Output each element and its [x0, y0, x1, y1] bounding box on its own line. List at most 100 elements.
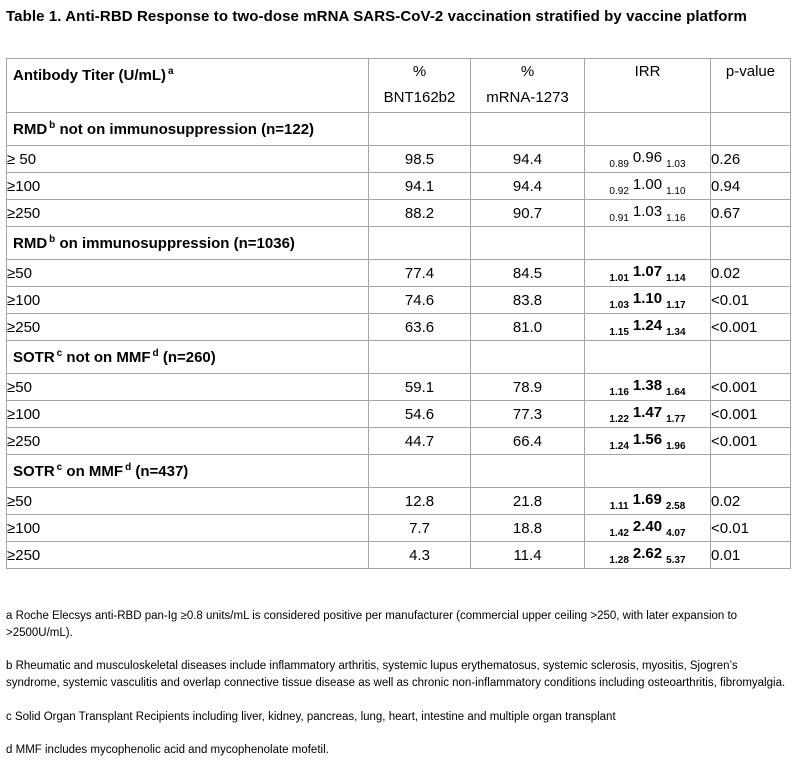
cell-pct-mrna1273: 90.7 [470, 199, 585, 227]
cell-irr: 1.01 1.07 1.14 [584, 259, 711, 287]
cell-pct-mrna1273: 94.4 [470, 172, 585, 200]
irr-upper-bound: 1.14 [666, 273, 686, 284]
cell-antibody-titer: ≥ 50 [6, 145, 369, 173]
empty-cell [368, 112, 471, 146]
cell-pvalue: <0.001 [710, 427, 791, 455]
cell-irr: 0.91 1.03 1.16 [584, 199, 711, 227]
empty-cell [710, 226, 791, 260]
footnote-marker: b [49, 234, 56, 245]
group-label-text: on MMF [62, 463, 124, 480]
cell-pct-mrna1273: 11.4 [470, 541, 585, 569]
cell-irr: 1.15 1.24 1.34 [584, 313, 711, 341]
cell-pct-bnt162b2: 94.1 [368, 172, 471, 200]
irr-lower-bound: 1.16 [609, 387, 629, 398]
table-row: ≥100 94.1 94.4 0.92 1.00 1.10 0.94 [6, 172, 791, 200]
cell-antibody-titer: ≥250 [6, 313, 369, 341]
irr-upper-bound: 1.96 [666, 441, 686, 452]
col-irr-header: IRR [584, 58, 711, 113]
cell-pct-mrna1273: 78.9 [470, 373, 585, 401]
irr-estimate: 1.00 [632, 176, 663, 193]
irr-upper-bound: 1.10 [666, 186, 686, 197]
col-pct-bnt162b2-header: % BNT162b2 [368, 58, 471, 113]
antibody-titer-header-label: Antibody Titer (U/mL) [13, 67, 167, 84]
cell-irr: 1.11 1.69 2.58 [584, 487, 711, 515]
cell-irr: 1.28 2.62 5.37 [584, 541, 711, 569]
irr-upper-bound: 1.64 [666, 387, 686, 398]
irr-lower-bound: 1.22 [609, 414, 629, 425]
cell-pvalue: 0.02 [710, 259, 791, 287]
irr-estimate: 1.69 [632, 491, 662, 508]
irr-upper-bound: 1.03 [666, 159, 686, 170]
empty-cell [470, 340, 585, 374]
irr-lower-bound: 1.01 [609, 273, 629, 284]
cell-pct-bnt162b2: 63.6 [368, 313, 471, 341]
group-label-text: (n=437) [131, 463, 189, 480]
cell-pvalue: <0.01 [710, 514, 791, 542]
empty-cell [710, 454, 791, 488]
empty-cell [584, 340, 711, 374]
cell-antibody-titer: ≥100 [6, 400, 369, 428]
footnote-c: c Solid Organ Transplant Recipients incl… [6, 709, 792, 726]
irr-estimate: 1.03 [632, 203, 663, 220]
irr-upper-bound: 1.77 [666, 414, 686, 425]
cell-pct-mrna1273: 21.8 [470, 487, 585, 515]
cell-pvalue: 0.67 [710, 199, 791, 227]
irr-estimate: 2.40 [632, 518, 663, 535]
table-row: ≥50 59.1 78.9 1.16 1.38 1.64 <0.001 [6, 373, 791, 401]
bnt162b2-label: BNT162b2 [383, 89, 456, 106]
footnotes-section: a Roche Elecsys anti-RBD pan-Ig ≥0.8 uni… [6, 608, 792, 759]
cell-pct-bnt162b2: 44.7 [368, 427, 471, 455]
cell-pct-mrna1273: 83.8 [470, 286, 585, 314]
irr-estimate: 1.47 [632, 404, 663, 421]
group-header-row: RMD b not on immunosuppression (n=122) [6, 112, 791, 146]
empty-cell [584, 226, 711, 260]
empty-cell [710, 340, 791, 374]
irr-estimate: 1.56 [632, 431, 663, 448]
pct-symbol: % [412, 63, 427, 80]
cell-pvalue: <0.001 [710, 400, 791, 428]
irr-estimate: 2.62 [632, 545, 663, 562]
cell-pct-mrna1273: 81.0 [470, 313, 585, 341]
group-label-text: SOTR [13, 349, 55, 366]
table-row: ≥50 12.8 21.8 1.11 1.69 2.58 0.02 [6, 487, 791, 515]
irr-lower-bound: 1.15 [609, 327, 629, 338]
group-label: RMD b not on immunosuppression (n=122) [6, 112, 369, 146]
footnote-b-marker: b [6, 660, 13, 673]
footnote-marker: d [125, 462, 132, 473]
irr-lower-bound: 0.89 [609, 159, 629, 170]
cell-antibody-titer: ≥250 [6, 541, 369, 569]
table-row: ≥100 7.7 18.8 1.42 2.40 4.07 <0.01 [6, 514, 791, 542]
cell-antibody-titer: ≥100 [6, 514, 369, 542]
results-table-body: RMD b not on immunosuppression (n=122) ≥ 5… [6, 112, 791, 569]
cell-pct-bnt162b2: 4.3 [368, 541, 471, 569]
footnote-marker: c [56, 348, 63, 359]
cell-antibody-titer: ≥50 [6, 259, 369, 287]
footnote-marker: c [56, 462, 63, 473]
cell-pvalue: <0.001 [710, 313, 791, 341]
footnote-marker: d [152, 348, 159, 359]
cell-pct-mrna1273: 94.4 [470, 145, 585, 173]
cell-irr: 1.24 1.56 1.96 [584, 427, 711, 455]
irr-estimate: 1.10 [632, 290, 663, 307]
cell-pvalue: 0.26 [710, 145, 791, 173]
cell-antibody-titer: ≥50 [6, 487, 369, 515]
group-label-text: (n=260) [158, 349, 216, 366]
cell-pct-bnt162b2: 74.6 [368, 286, 471, 314]
footnote-c-text: Solid Organ Transplant Recipients includ… [14, 710, 616, 723]
cell-irr: 1.42 2.40 4.07 [584, 514, 711, 542]
table-row: ≥250 63.6 81.0 1.15 1.24 1.34 <0.001 [6, 313, 791, 341]
cell-pvalue: 0.94 [710, 172, 791, 200]
cell-pct-bnt162b2: 77.4 [368, 259, 471, 287]
footnote-d-marker: d [6, 744, 13, 757]
footnote-c-marker: c [6, 710, 12, 723]
cell-pvalue: <0.01 [710, 286, 791, 314]
col-antibody-titer-header: Antibody Titer (U/mL) a [6, 58, 369, 113]
footnote-d: d MMF includes mycophenolic acid and myc… [6, 742, 792, 759]
mrna1273-label: mRNA-1273 [486, 89, 569, 106]
table-row: ≥50 77.4 84.5 1.01 1.07 1.14 0.02 [6, 259, 791, 287]
cell-pct-bnt162b2: 54.6 [368, 400, 471, 428]
group-label-text: RMD [13, 121, 48, 138]
cell-pct-mrna1273: 66.4 [470, 427, 585, 455]
empty-cell [368, 340, 471, 374]
cell-pct-mrna1273: 77.3 [470, 400, 585, 428]
